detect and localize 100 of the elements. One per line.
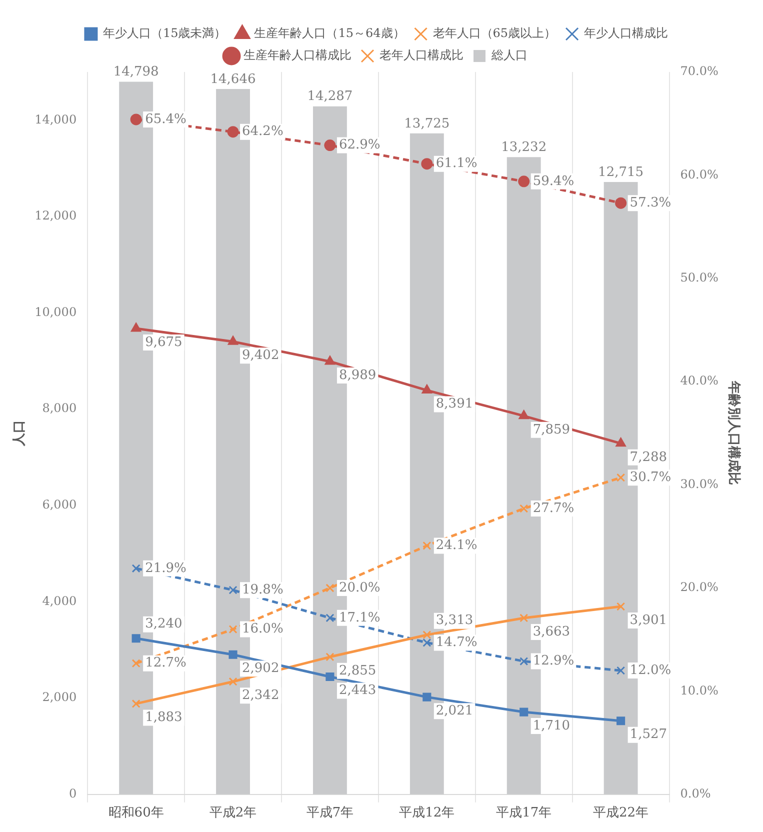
data-label: 14,287 bbox=[307, 89, 353, 104]
point bbox=[520, 656, 528, 666]
point bbox=[520, 504, 528, 513]
legend-label: 年少人口構成比 bbox=[584, 26, 668, 40]
data-label: 1,710 bbox=[532, 718, 570, 734]
data-label: 1,527 bbox=[630, 727, 668, 742]
data-label: 19.8% bbox=[242, 582, 284, 598]
legend-label: 生産年齢人口構成比 bbox=[244, 48, 352, 62]
data-label: 13,232 bbox=[501, 140, 547, 156]
point bbox=[422, 630, 432, 640]
data-label: 14.7% bbox=[436, 635, 478, 650]
data-label: 2,021 bbox=[436, 703, 474, 718]
data-label: 61.1% bbox=[436, 156, 478, 172]
y-tick-label: 6,000 bbox=[42, 498, 77, 512]
x-tick-label: 平成22年 bbox=[593, 806, 649, 821]
legend-label: 生産年齢人口（15～64歳） bbox=[254, 26, 405, 40]
legend-label: 老年人口構成比 bbox=[380, 48, 464, 62]
point bbox=[422, 384, 432, 394]
point bbox=[616, 438, 626, 447]
point bbox=[422, 692, 432, 702]
data-label: 9,402 bbox=[242, 348, 280, 363]
data-label: 2,855 bbox=[338, 663, 376, 678]
data-label: 8,989 bbox=[338, 368, 376, 383]
y-tick-label: 4,000 bbox=[42, 594, 77, 608]
y2-tick-label: 30.0% bbox=[680, 476, 718, 491]
x-tick-label: 平成12年 bbox=[399, 806, 455, 821]
point bbox=[132, 634, 140, 643]
point bbox=[324, 356, 336, 365]
data-label: 64.2% bbox=[242, 124, 284, 140]
point bbox=[132, 659, 140, 668]
data-label: 12.9% bbox=[532, 654, 574, 669]
y2-tick-label: 10.0% bbox=[680, 683, 718, 698]
point bbox=[520, 708, 528, 716]
point bbox=[228, 336, 238, 345]
y-tick-label: 2,000 bbox=[42, 690, 77, 704]
point bbox=[132, 564, 140, 573]
data-label: 2,342 bbox=[242, 688, 280, 703]
y2-tick-label: 70.0% bbox=[680, 64, 718, 78]
y-axis-title: 人口 bbox=[12, 420, 28, 448]
data-label: 3,240 bbox=[145, 616, 182, 632]
data-label: 3,901 bbox=[630, 612, 668, 628]
point bbox=[228, 624, 238, 634]
data-label: 9,675 bbox=[145, 334, 182, 350]
data-label: 21.9% bbox=[145, 560, 186, 576]
data-label: 24.1% bbox=[436, 538, 478, 554]
point bbox=[326, 672, 334, 682]
x-tick-label: 平成2年 bbox=[209, 806, 257, 821]
y2-tick-label: 20.0% bbox=[680, 580, 718, 594]
point bbox=[518, 410, 529, 420]
point bbox=[616, 666, 626, 675]
point bbox=[228, 586, 238, 594]
data-label: 12,715 bbox=[598, 164, 644, 180]
data-label: 12.0% bbox=[630, 662, 672, 678]
data-label: 27.7% bbox=[532, 500, 574, 516]
point bbox=[615, 197, 627, 209]
data-label: 20.0% bbox=[338, 580, 380, 596]
data-label: 59.4% bbox=[532, 174, 574, 189]
data-label: 14,798 bbox=[113, 64, 159, 80]
point bbox=[616, 716, 626, 726]
point bbox=[421, 158, 433, 170]
point bbox=[130, 322, 142, 332]
legend-label: 年少人口（15歳未満） bbox=[102, 26, 226, 40]
point bbox=[520, 614, 528, 622]
point bbox=[132, 699, 140, 708]
point bbox=[326, 614, 334, 622]
data-label: 3,313 bbox=[436, 613, 474, 628]
point bbox=[228, 677, 238, 686]
point bbox=[324, 140, 336, 152]
point bbox=[326, 652, 334, 662]
data-label: 13,725 bbox=[404, 116, 450, 132]
x-tick-label: 平成17年 bbox=[496, 806, 552, 821]
data-label: 12.7% bbox=[145, 656, 186, 671]
data-label: 57.3% bbox=[630, 195, 672, 210]
data-label: 1,883 bbox=[145, 710, 182, 726]
x-tick-label: 昭和60年 bbox=[108, 806, 164, 821]
point bbox=[616, 473, 626, 482]
point bbox=[130, 114, 142, 126]
point bbox=[616, 602, 626, 611]
point bbox=[228, 650, 238, 659]
y-tick-label: 14,000 bbox=[34, 112, 77, 126]
legend-label: 総人口 bbox=[490, 48, 528, 62]
point bbox=[422, 541, 432, 550]
y2-tick-label: 60.0% bbox=[680, 167, 718, 182]
data-label: 7,288 bbox=[630, 450, 668, 465]
point bbox=[422, 638, 432, 647]
point bbox=[326, 584, 334, 592]
data-label: 7,859 bbox=[532, 422, 570, 438]
data-label: 14,646 bbox=[210, 72, 256, 87]
data-label: 17.1% bbox=[338, 610, 380, 626]
y-tick-label: 8,000 bbox=[42, 401, 77, 416]
data-label: 65.4% bbox=[145, 112, 186, 127]
point bbox=[518, 176, 530, 188]
y2-tick-label: 40.0% bbox=[680, 374, 718, 388]
y2-axis-title: 年齢別人口構成比 bbox=[726, 380, 741, 486]
data-label: 16.0% bbox=[242, 622, 284, 637]
legend-label: 老年人口（65歳以上） bbox=[432, 26, 556, 40]
y-tick-label: 10,000 bbox=[34, 304, 77, 319]
data-label: 3,663 bbox=[532, 624, 570, 640]
x-tick-label: 平成7年 bbox=[306, 806, 354, 821]
y-tick-label: 0 bbox=[68, 786, 77, 801]
